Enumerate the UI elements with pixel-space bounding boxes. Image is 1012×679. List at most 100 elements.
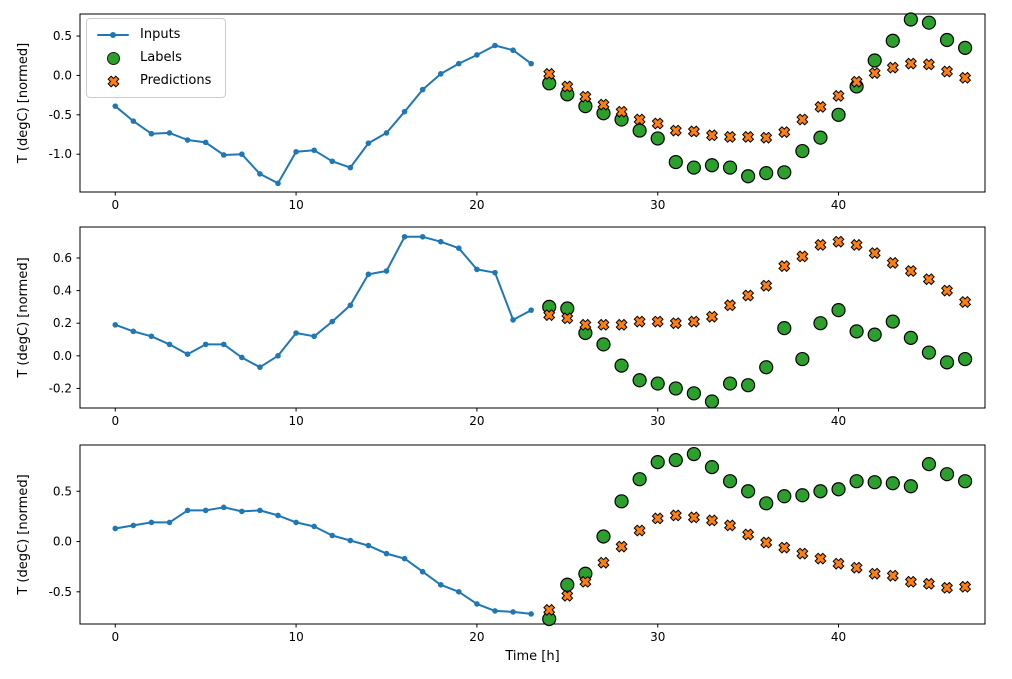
inputs-marker xyxy=(383,130,390,136)
predictions-marker xyxy=(760,131,773,144)
inputs-marker xyxy=(347,164,354,171)
labels-marker xyxy=(813,130,828,145)
labels-marker xyxy=(885,476,900,491)
labels-marker xyxy=(686,160,701,175)
predictions-marker xyxy=(886,256,899,269)
x-tick-label: 10 xyxy=(288,198,303,212)
inputs-marker xyxy=(419,233,426,240)
labels-marker xyxy=(958,40,973,55)
subplot-1: 0 10 20 30 40 0.5 0.0 -0.5 -1.0 T (degC) [normed] xyxy=(16,12,986,212)
inputs-marker xyxy=(329,532,336,539)
predictions-marker xyxy=(615,105,628,118)
x-tick-label: 30 xyxy=(650,198,665,212)
inputs-line xyxy=(114,44,532,185)
labels-marker xyxy=(759,496,774,511)
y-tick-label: 0.5 xyxy=(53,29,72,43)
y-tick-label: -0.2 xyxy=(49,381,72,395)
inputs-marker xyxy=(257,171,263,177)
x-tick-label: 30 xyxy=(650,414,665,428)
labels-marker xyxy=(596,106,611,121)
predictions-marker xyxy=(904,57,917,70)
inputs-marker xyxy=(492,269,498,276)
y-tick-label: 0.0 xyxy=(53,535,72,549)
labels-marker xyxy=(921,15,937,30)
predictions-marker xyxy=(597,556,610,569)
labels-scatter-series xyxy=(542,446,973,627)
predictions-marker xyxy=(850,75,863,88)
predictions-scatter-series xyxy=(543,57,972,144)
predictions-marker xyxy=(705,129,719,142)
inputs-marker xyxy=(311,523,317,530)
y-tick-label: 0.5 xyxy=(53,484,72,498)
inputs-marker xyxy=(112,103,119,109)
y-axis-label: T (degC) [normed] xyxy=(16,257,31,378)
predictions-marker xyxy=(940,581,954,594)
x-tick-label: 40 xyxy=(831,414,846,428)
labels-marker xyxy=(650,131,665,146)
legend-item-labels: Labels xyxy=(96,49,211,67)
inputs-marker xyxy=(383,550,390,557)
predictions-marker xyxy=(651,315,664,328)
labels-circle-icon xyxy=(96,51,130,65)
labels-marker xyxy=(704,394,720,409)
labels-marker xyxy=(867,53,882,68)
labels-marker xyxy=(596,337,611,352)
predictions-marker xyxy=(814,238,827,251)
predictions-marker xyxy=(669,124,682,137)
labels-marker xyxy=(614,494,629,509)
predictions-marker xyxy=(778,260,791,273)
inputs-marker xyxy=(293,519,299,526)
predictions-marker xyxy=(561,80,574,93)
legend-label: Inputs xyxy=(140,27,181,42)
predictions-x-icon xyxy=(96,73,130,90)
labels-marker xyxy=(849,324,864,339)
inputs-marker xyxy=(202,341,209,348)
predictions-marker xyxy=(543,603,556,616)
inputs-marker xyxy=(184,137,191,143)
labels-marker xyxy=(903,330,918,345)
x-tick-label: 40 xyxy=(831,198,846,212)
labels-marker xyxy=(542,76,557,91)
y-axis-label: T (degC) [normed] xyxy=(16,474,31,595)
inputs-marker xyxy=(365,542,372,549)
predictions-marker xyxy=(922,577,935,590)
inputs-marker xyxy=(347,302,354,309)
dot-sample xyxy=(110,32,116,38)
inputs-marker xyxy=(311,333,317,340)
line-sample xyxy=(97,32,129,38)
circle-sample xyxy=(106,51,120,65)
predictions-marker xyxy=(561,589,574,602)
inputs-marker xyxy=(130,328,137,335)
inputs-marker xyxy=(474,601,480,607)
labels-marker xyxy=(560,577,575,592)
inputs-marker xyxy=(528,60,534,67)
predictions-marker xyxy=(742,528,755,541)
y-tick-label: 0.2 xyxy=(53,316,72,330)
predictions-marker xyxy=(832,235,845,248)
y-tick-label: -0.5 xyxy=(49,108,72,122)
predictions-marker xyxy=(687,125,700,138)
labels-marker xyxy=(722,376,738,391)
predictions-marker xyxy=(742,130,755,143)
inputs-marker xyxy=(239,508,245,515)
inputs-line-icon xyxy=(96,32,130,38)
inputs-marker xyxy=(492,608,498,614)
labels-marker xyxy=(686,386,701,401)
y-tick-label: 0.0 xyxy=(53,68,72,82)
predictions-marker xyxy=(633,524,646,537)
inputs-marker xyxy=(329,158,336,165)
labels-marker xyxy=(650,376,665,391)
labels-marker xyxy=(741,169,756,184)
predictions-scatter-series xyxy=(543,235,972,331)
predictions-marker xyxy=(832,89,845,102)
predictions-marker xyxy=(868,567,881,580)
predictions-marker xyxy=(615,540,628,553)
inputs-line-series xyxy=(112,504,534,617)
inputs-line-series xyxy=(112,42,534,187)
y-axis-label: T (degC) [normed] xyxy=(16,43,31,164)
predictions-marker xyxy=(651,512,664,525)
labels-marker xyxy=(741,378,756,393)
inputs-marker xyxy=(130,118,137,124)
inputs-marker xyxy=(528,307,534,313)
